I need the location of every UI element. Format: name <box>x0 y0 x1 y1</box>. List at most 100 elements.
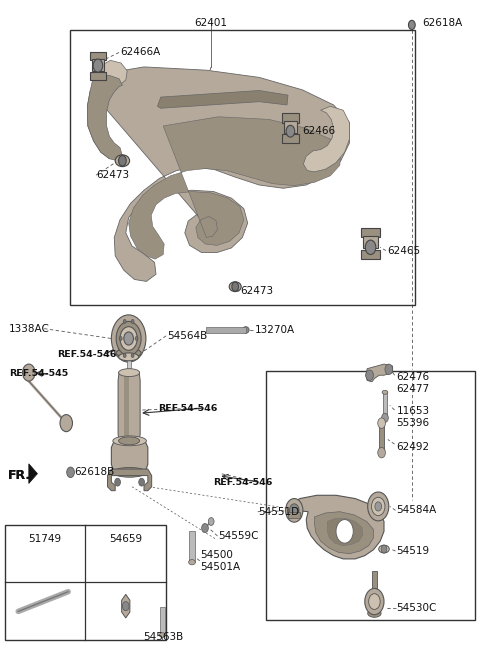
Circle shape <box>289 504 299 517</box>
Bar <box>379 423 384 453</box>
Circle shape <box>369 594 380 609</box>
Polygon shape <box>87 67 349 281</box>
Ellipse shape <box>229 282 241 292</box>
Ellipse shape <box>242 327 249 333</box>
Bar <box>361 250 380 259</box>
Text: 54563B: 54563B <box>143 632 183 642</box>
Circle shape <box>381 545 387 553</box>
Bar <box>5 525 166 640</box>
Text: 54564B: 54564B <box>167 331 207 341</box>
Ellipse shape <box>119 353 139 361</box>
Circle shape <box>286 125 295 137</box>
Text: 1338AC: 1338AC <box>9 323 49 334</box>
Circle shape <box>208 518 214 525</box>
Ellipse shape <box>115 155 130 167</box>
Ellipse shape <box>119 437 140 445</box>
Bar <box>160 607 165 635</box>
Text: REF.54-546: REF.54-546 <box>213 478 272 487</box>
Text: 13270A: 13270A <box>254 325 295 335</box>
Text: 54559C: 54559C <box>218 531 259 541</box>
Text: FR.: FR. <box>8 469 31 482</box>
Text: 62473: 62473 <box>96 170 129 180</box>
Bar <box>282 113 299 123</box>
Polygon shape <box>366 364 393 382</box>
Text: 62466: 62466 <box>302 126 336 136</box>
Bar <box>127 354 131 373</box>
Circle shape <box>375 502 382 511</box>
Ellipse shape <box>368 609 381 617</box>
Text: FR.: FR. <box>8 469 31 482</box>
Ellipse shape <box>159 632 165 638</box>
Polygon shape <box>129 117 341 259</box>
Circle shape <box>131 319 134 323</box>
Circle shape <box>385 364 393 375</box>
Circle shape <box>116 321 141 356</box>
Circle shape <box>286 499 303 522</box>
Text: 54659: 54659 <box>108 534 142 544</box>
Circle shape <box>378 447 385 458</box>
Bar <box>282 134 299 143</box>
Bar <box>90 52 106 60</box>
Circle shape <box>67 467 74 478</box>
Polygon shape <box>111 441 148 472</box>
Ellipse shape <box>119 369 140 377</box>
Text: REF.54-546: REF.54-546 <box>158 403 218 413</box>
Circle shape <box>232 282 239 291</box>
Ellipse shape <box>189 560 195 565</box>
Text: REF.54-546: REF.54-546 <box>58 350 117 359</box>
Circle shape <box>123 354 126 358</box>
Circle shape <box>408 20 415 30</box>
Circle shape <box>115 478 120 486</box>
Bar <box>189 531 195 562</box>
Circle shape <box>372 497 385 516</box>
Circle shape <box>336 520 353 543</box>
Circle shape <box>131 354 134 358</box>
Circle shape <box>111 315 146 362</box>
Text: 54551D: 54551D <box>258 506 300 517</box>
Bar <box>372 571 377 596</box>
Bar <box>90 72 106 80</box>
Bar <box>288 512 300 518</box>
Circle shape <box>60 415 72 432</box>
Circle shape <box>135 337 138 340</box>
Circle shape <box>365 240 376 255</box>
Text: 62476
62477: 62476 62477 <box>396 373 430 394</box>
Ellipse shape <box>382 390 388 394</box>
Text: 62492: 62492 <box>396 441 430 452</box>
Circle shape <box>378 418 385 428</box>
Polygon shape <box>87 75 122 161</box>
Polygon shape <box>157 91 288 108</box>
Text: 62618B: 62618B <box>74 467 115 478</box>
Ellipse shape <box>116 348 141 358</box>
Text: 62401: 62401 <box>195 18 228 28</box>
Text: 54584A: 54584A <box>396 505 437 516</box>
Text: 51749: 51749 <box>28 534 62 544</box>
Circle shape <box>139 478 144 486</box>
Bar <box>70 30 415 305</box>
Bar <box>266 371 475 620</box>
Text: 54500
54501A: 54500 54501A <box>201 550 241 571</box>
Circle shape <box>124 332 133 345</box>
Circle shape <box>119 155 126 166</box>
Bar <box>383 392 387 418</box>
Circle shape <box>122 602 129 611</box>
Circle shape <box>119 337 122 340</box>
Polygon shape <box>288 495 384 559</box>
Circle shape <box>23 364 35 381</box>
Polygon shape <box>29 464 37 483</box>
Text: 62465: 62465 <box>387 245 420 256</box>
Bar <box>92 59 104 71</box>
Circle shape <box>93 59 103 72</box>
Text: 11653
55396: 11653 55396 <box>396 407 430 428</box>
Polygon shape <box>108 469 152 491</box>
Text: 62466A: 62466A <box>120 47 160 58</box>
Polygon shape <box>327 518 363 546</box>
Ellipse shape <box>113 467 146 478</box>
Text: 54530C: 54530C <box>396 603 437 613</box>
Circle shape <box>366 370 373 380</box>
Circle shape <box>382 413 388 422</box>
Polygon shape <box>94 60 127 91</box>
Circle shape <box>123 319 126 323</box>
Text: REF.54-545: REF.54-545 <box>9 369 68 379</box>
Bar <box>363 236 378 248</box>
